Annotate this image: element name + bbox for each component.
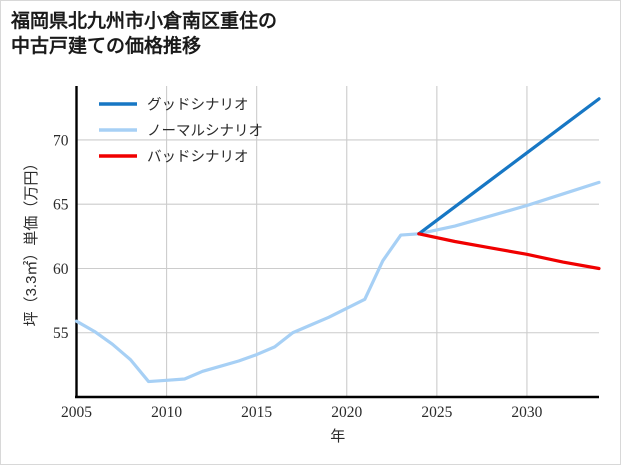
x-axis-tick-labels: 2005 2010 2015 2020 2025 2030	[61, 404, 543, 421]
x-tick-label: 2015	[241, 404, 272, 421]
gridlines-group	[75, 86, 599, 397]
series-line-bad	[417, 232, 601, 271]
page-title: 福岡県北九州市小倉南区重住の 中古戸建ての価格推移	[11, 11, 278, 58]
axis-lines-group	[75, 86, 599, 399]
y-tick-label: 60	[53, 261, 69, 278]
x-tick-label: 2010	[151, 404, 182, 421]
y-tick-label: 65	[53, 197, 69, 214]
x-tick-label: 2025	[421, 404, 452, 421]
y-axis-tick-labels: 55 60 65 70	[53, 132, 69, 342]
y-tick-label: 70	[53, 132, 69, 149]
legend-label-normal: ノーマルシナリオ	[147, 124, 263, 140]
x-axis-title: 年	[330, 428, 345, 445]
series-line-good	[417, 97, 601, 236]
data-series-group	[74, 97, 601, 384]
y-tick-label: 55	[53, 325, 69, 342]
x-tick-label: 2020	[331, 404, 362, 421]
x-tick-label: 2005	[61, 404, 92, 421]
x-tick-label: 2030	[511, 404, 542, 421]
legend-label-good: グッドシナリオ	[147, 97, 249, 114]
series-line-normal	[74, 180, 601, 384]
y-axis-title: 坪（3.3㎡）単価（万円）	[23, 156, 40, 327]
legend-label-bad: バッドシナリオ	[147, 150, 249, 166]
